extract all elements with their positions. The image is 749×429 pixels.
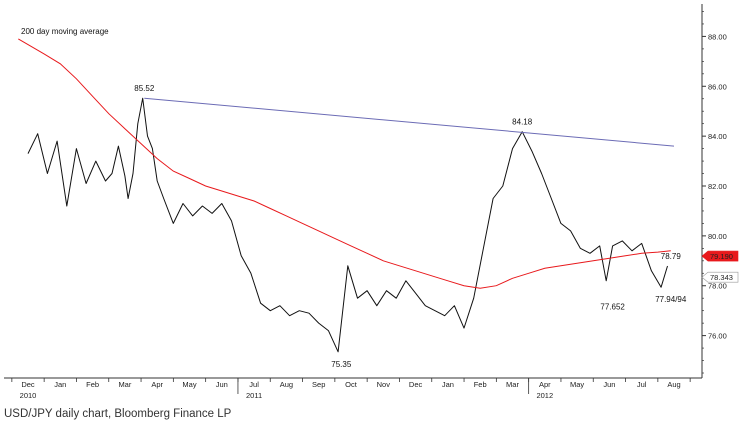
marker-shape xyxy=(701,271,739,283)
x-tick-label: Aug xyxy=(280,380,293,389)
year-label: 2010 xyxy=(20,391,37,400)
y-tick-label: 80.00 xyxy=(708,232,727,241)
chart-axes: 88.00 86.00 84.00 82.00 80.00 78.00 76.00 Dec Ja… xyxy=(4,4,727,400)
y-tick-label: 82.00 xyxy=(708,182,727,191)
x-tick-label: Aug xyxy=(667,380,680,389)
price-series-line xyxy=(27,97,668,353)
x-tick-label: Jan xyxy=(54,380,66,389)
marker-label: 78.343 xyxy=(710,273,733,282)
x-tick-label: Nov xyxy=(377,380,391,389)
x-tick-label: Sep xyxy=(312,380,325,389)
x-tick-label: May xyxy=(182,380,196,389)
200-day-moving-average-line xyxy=(18,38,671,289)
y-tick-label: 84.00 xyxy=(708,132,727,141)
x-tick-label: Apr xyxy=(539,380,551,389)
marker-label: 79.190 xyxy=(710,252,733,261)
annotation-label: 84.18 xyxy=(512,118,533,127)
annotation-label: 85.52 xyxy=(134,84,155,93)
x-tick-label: Jun xyxy=(216,380,228,389)
x-tick-label: Oct xyxy=(345,380,358,389)
annotation-label: 75.35 xyxy=(331,360,352,369)
marker-shape xyxy=(701,250,739,262)
x-tick-label: Mar xyxy=(118,380,131,389)
x-tick-label: May xyxy=(570,380,584,389)
x-tick-label: Dec xyxy=(21,380,35,389)
y-tick-label: 76.00 xyxy=(708,332,727,341)
chart-annotations: 200 day moving average 85.52 84.18 75.35 77.… xyxy=(21,27,739,369)
y-tick-label: 88.00 xyxy=(708,32,727,41)
year-label: 2011 xyxy=(246,391,262,400)
chart-caption: USD/JPY daily chart, Bloomberg Finance L… xyxy=(4,408,232,420)
right-value-marker: 78.343 xyxy=(701,271,739,283)
x-tick-label: Jan xyxy=(442,380,454,389)
x-tick-label: Jul xyxy=(249,380,259,389)
x-tick-label: Jun xyxy=(603,380,615,389)
y-tick-label: 78.00 xyxy=(708,282,727,291)
year-label: 2012 xyxy=(536,391,553,400)
y-tick-label: 86.00 xyxy=(708,82,727,91)
annotation-label: 77.652 xyxy=(600,302,625,311)
right-value-marker: 79.190 xyxy=(701,250,739,262)
annotation-label: 78.79 xyxy=(661,252,682,261)
x-tick-label: Feb xyxy=(86,380,99,389)
x-tick-label: Apr xyxy=(151,380,163,389)
annotation-label: 77.94/94 xyxy=(655,295,687,304)
x-tick-label: Mar xyxy=(506,380,519,389)
trendline-line xyxy=(144,97,675,147)
chart-series xyxy=(18,38,675,353)
x-tick-label: Jul xyxy=(637,380,647,389)
x-tick-label: Feb xyxy=(474,380,487,389)
legend-label: 200 day moving average xyxy=(21,27,109,36)
x-tick-label: Dec xyxy=(409,380,423,389)
